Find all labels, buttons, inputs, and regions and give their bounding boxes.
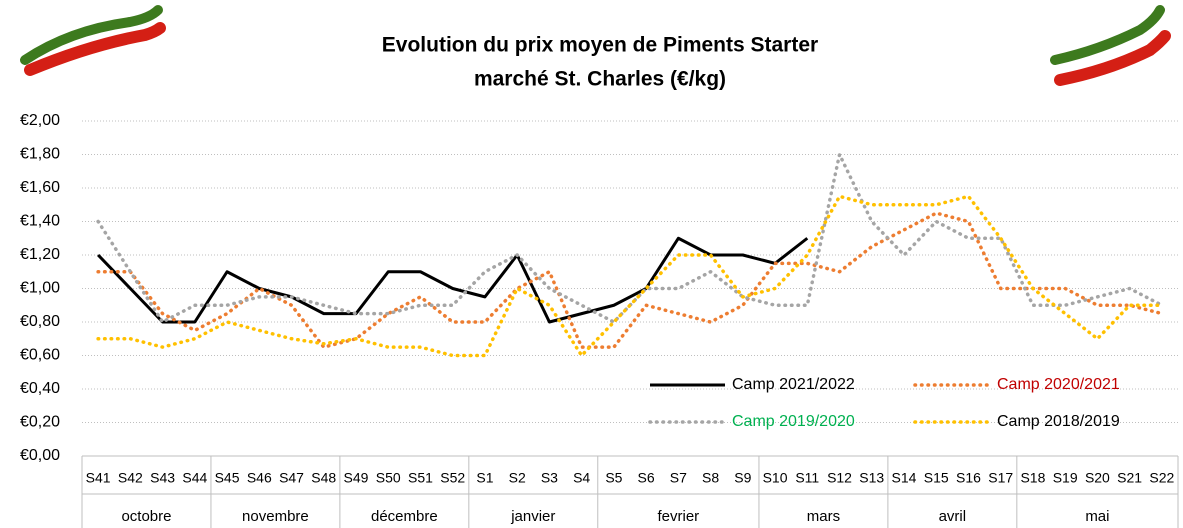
- chart-subtitle: marché St. Charles (€/kg): [474, 68, 726, 91]
- legend-label: Camp 2018/2019: [997, 413, 1120, 430]
- x-tick-label: S50: [376, 470, 401, 486]
- y-tick-label: €0,00: [20, 447, 60, 464]
- legend-label: Camp 2020/2021: [997, 376, 1120, 393]
- series-line: [98, 196, 1162, 355]
- x-tick-label: S22: [1149, 470, 1174, 486]
- x-tick-label: S5: [605, 470, 622, 486]
- month-label: novembre: [242, 508, 309, 525]
- x-tick-label: S8: [702, 470, 719, 486]
- pepper-left: [25, 10, 160, 70]
- y-tick-label: €1,80: [20, 146, 60, 163]
- x-tick-label: S2: [509, 470, 526, 486]
- x-tick-label: S7: [670, 470, 687, 486]
- month-label: janvier: [510, 508, 555, 525]
- series-line: [98, 213, 1162, 347]
- y-tick-label: €0,60: [20, 347, 60, 364]
- x-tick-label: S12: [827, 470, 852, 486]
- chart-title: Evolution du prix moyen de Piments Start…: [382, 34, 818, 57]
- y-tick-label: €1,60: [20, 179, 60, 196]
- x-tick-label: S20: [1085, 470, 1110, 486]
- legend-label: Camp 2021/2022: [732, 376, 855, 393]
- y-tick-label: €1,20: [20, 246, 60, 263]
- x-tick-label: S6: [638, 470, 655, 486]
- series-line: [98, 238, 807, 322]
- x-tick-label: S52: [440, 470, 465, 486]
- chart: Evolution du prix moyen de Piments Start…: [0, 0, 1183, 528]
- x-tick-label: S41: [86, 470, 111, 486]
- y-tick-label: €0,80: [20, 313, 60, 330]
- x-tick-label: S1: [476, 470, 493, 486]
- month-label: octobre: [121, 508, 171, 525]
- x-tick-label: S3: [541, 470, 558, 486]
- y-tick-label: €1,40: [20, 213, 60, 230]
- y-tick-label: €2,00: [20, 112, 60, 129]
- x-tick-label: S49: [344, 470, 369, 486]
- x-tick-label: S47: [279, 470, 304, 486]
- x-tick-label: S48: [311, 470, 336, 486]
- month-label: décembre: [371, 508, 438, 525]
- x-tick-label: S10: [763, 470, 788, 486]
- x-tick-label: S42: [118, 470, 143, 486]
- x-tick-label: S21: [1117, 470, 1142, 486]
- x-tick-label: S14: [892, 470, 917, 486]
- month-label: mars: [807, 508, 840, 525]
- x-tick-label: S9: [734, 470, 751, 486]
- x-tick-label: S46: [247, 470, 272, 486]
- x-tick-label: S43: [150, 470, 175, 486]
- x-tick-label: S17: [988, 470, 1013, 486]
- pepper-right: [1055, 10, 1165, 80]
- x-tick-label: S18: [1020, 470, 1045, 486]
- month-label: mai: [1085, 508, 1109, 525]
- x-tick-label: S4: [573, 470, 590, 486]
- x-tick-label: S16: [956, 470, 981, 486]
- x-tick-label: S19: [1053, 470, 1078, 486]
- y-tick-label: €1,00: [20, 280, 60, 297]
- x-tick-label: S44: [182, 470, 207, 486]
- y-tick-label: €0,40: [20, 380, 60, 397]
- x-tick-label: S13: [859, 470, 884, 486]
- month-label: fevrier: [658, 508, 700, 525]
- x-tick-label: S11: [795, 470, 819, 486]
- legend-label: Camp 2019/2020: [732, 413, 855, 430]
- x-tick-label: S45: [215, 470, 240, 486]
- y-tick-label: €0,20: [20, 414, 60, 431]
- x-tick-label: S15: [924, 470, 949, 486]
- x-tick-label: S51: [408, 470, 433, 486]
- month-label: avril: [939, 508, 967, 525]
